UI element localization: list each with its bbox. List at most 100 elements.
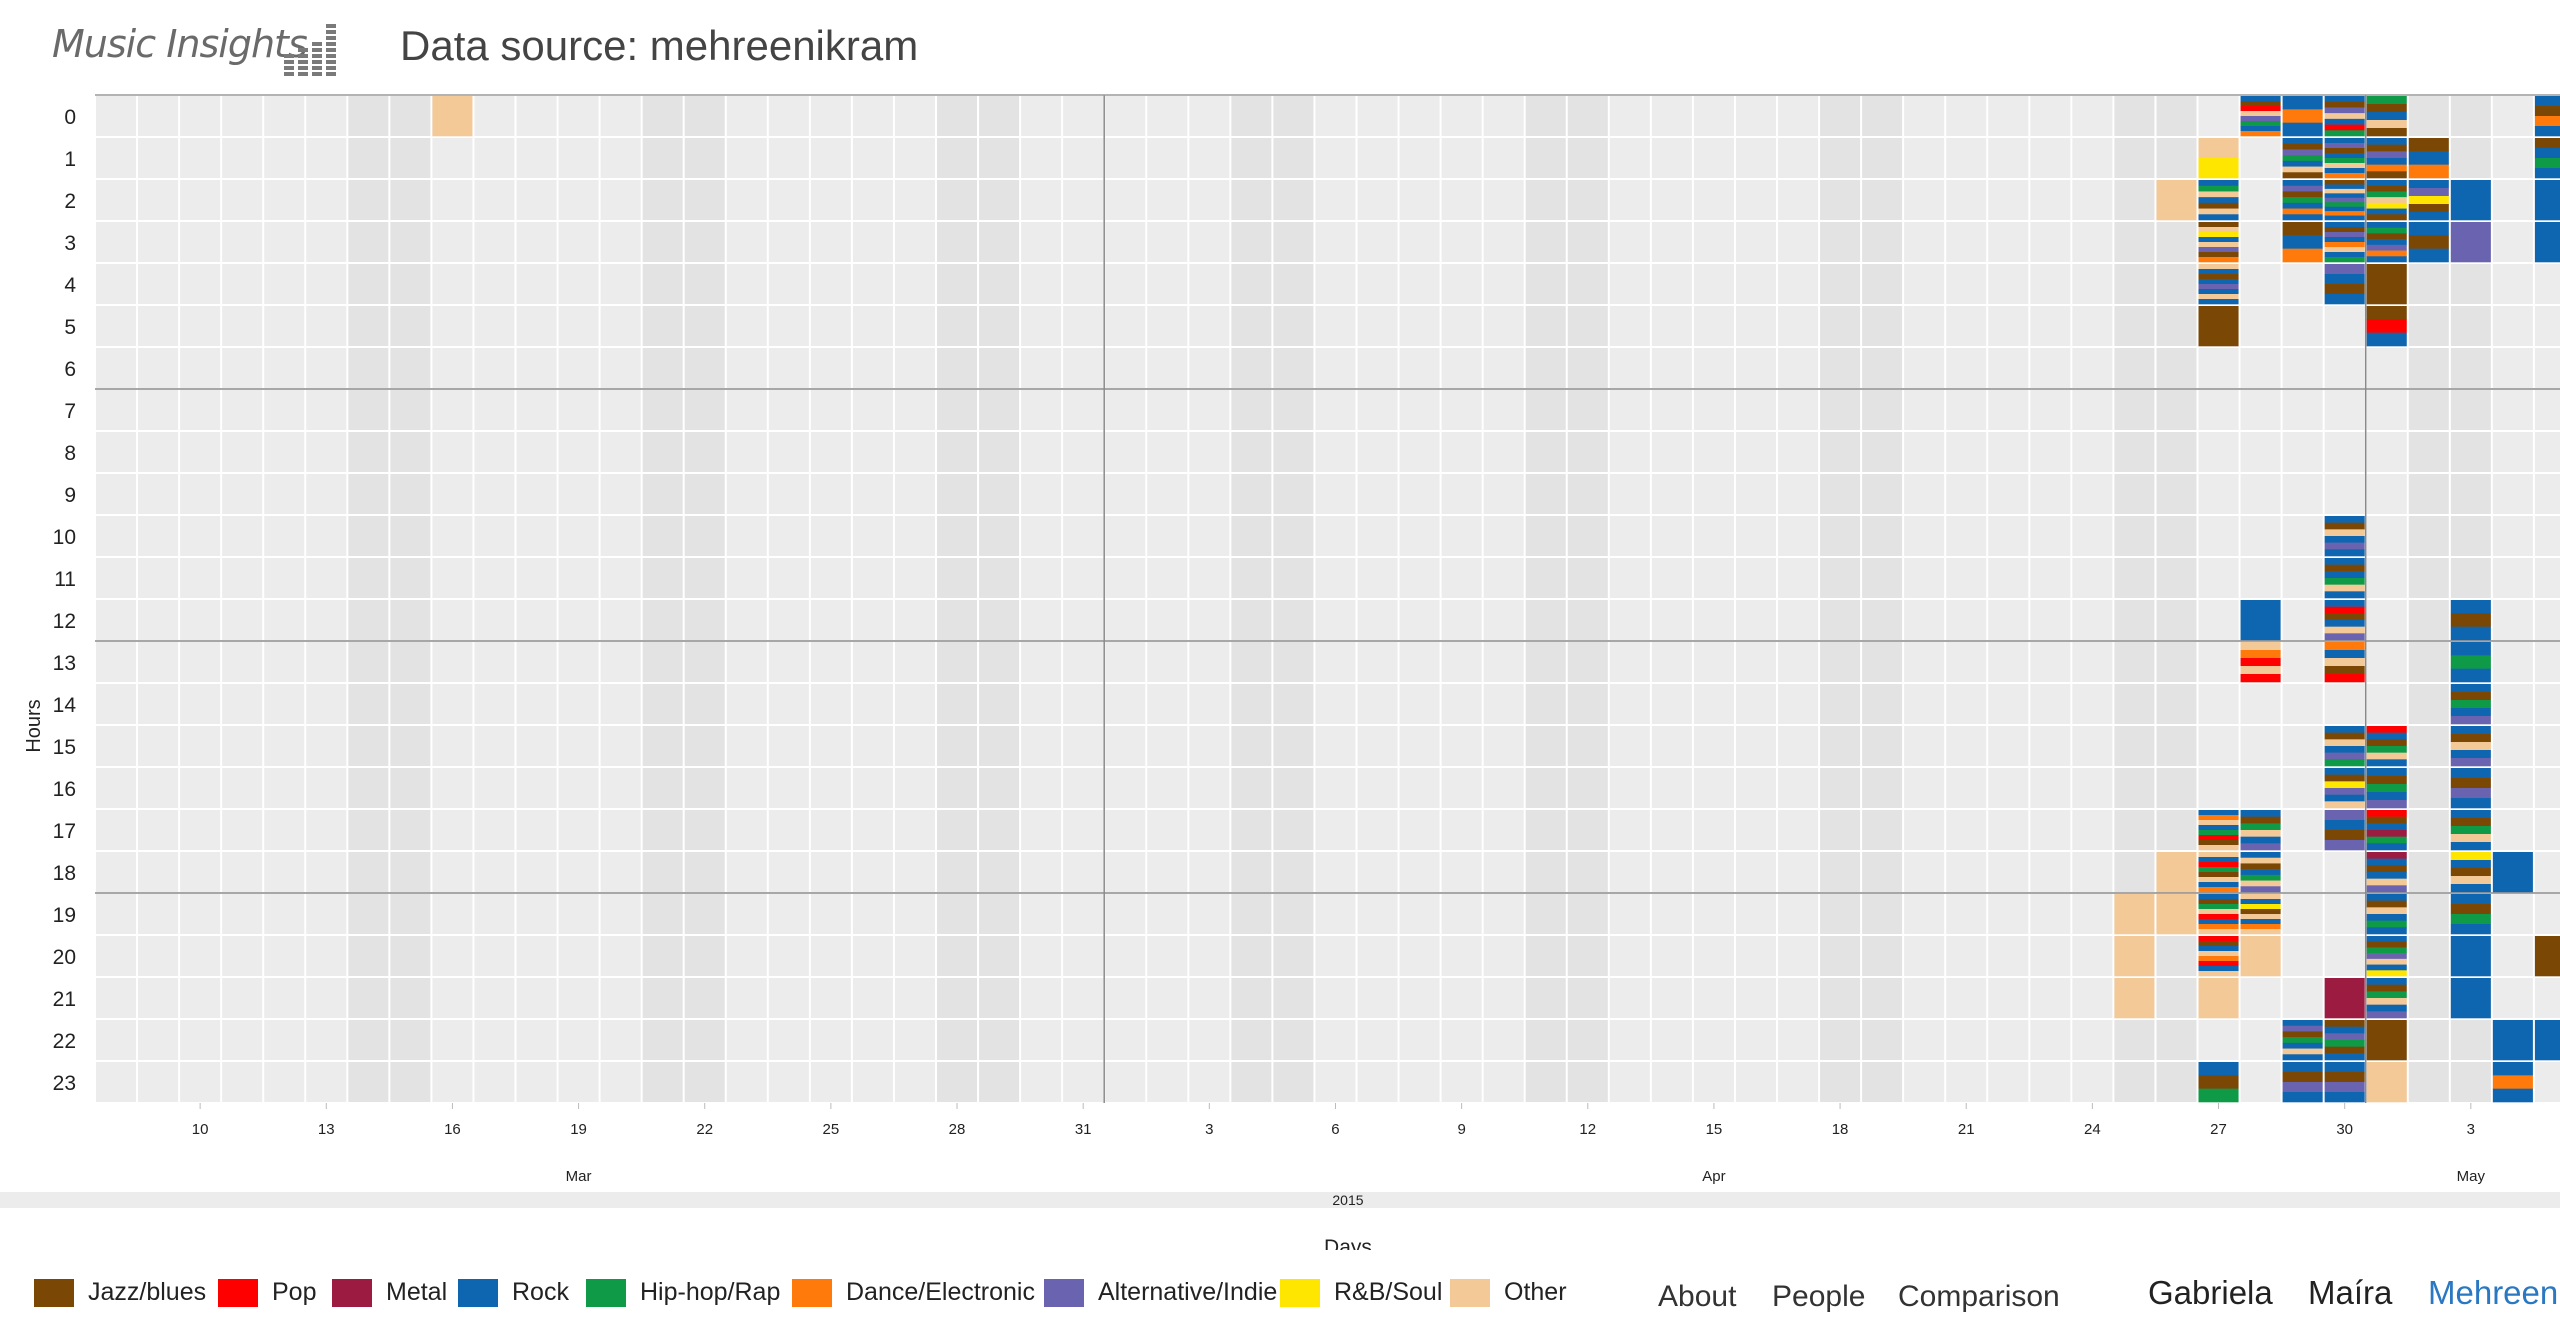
- empty-cell: [600, 768, 641, 808]
- genre-stripe: [2366, 836, 2407, 844]
- empty-cell: [1862, 138, 1903, 178]
- empty-cell: [852, 684, 893, 724]
- empty-cell: [432, 138, 473, 178]
- empty-cell: [1105, 390, 1146, 430]
- empty-cell: [1778, 726, 1819, 766]
- empty-cell: [1441, 768, 1482, 808]
- empty-cell: [1441, 96, 1482, 136]
- person-gabriela-link[interactable]: Gabriela: [2148, 1274, 2273, 1311]
- empty-cell: [768, 600, 809, 640]
- legend-label: Alternative/Indie: [1098, 1278, 1278, 1306]
- empty-cell: [2450, 1062, 2491, 1102]
- nav-about-link[interactable]: About: [1658, 1280, 1737, 1313]
- empty-cell: [810, 222, 851, 262]
- genre-stripe: [2198, 810, 2239, 816]
- empty-cell: [96, 852, 137, 892]
- empty-cell: [2492, 600, 2533, 640]
- empty-cell: [390, 264, 431, 304]
- genre-stripe: [2282, 180, 2323, 187]
- app-logo-text[interactable]: Music Insights: [52, 22, 308, 66]
- empty-cell: [2282, 264, 2323, 304]
- empty-cell: [180, 852, 221, 892]
- empty-cell: [1021, 726, 1062, 766]
- genre-stripe: [2240, 823, 2281, 831]
- empty-cell: [1189, 222, 1230, 262]
- empty-cell: [1735, 726, 1776, 766]
- empty-cell: [600, 684, 641, 724]
- y-tick-label: 14: [53, 694, 77, 717]
- empty-cell: [894, 96, 935, 136]
- nav-comparison-link[interactable]: Comparison: [1898, 1280, 2060, 1313]
- nav-people-link[interactable]: People: [1772, 1280, 1866, 1313]
- empty-cell: [390, 936, 431, 976]
- empty-cell: [1946, 264, 1987, 304]
- genre-stripe: [2366, 208, 2407, 215]
- genre-stripe: [2198, 840, 2239, 846]
- empty-cell: [1273, 936, 1314, 976]
- empty-cell: [1778, 432, 1819, 472]
- genre-stripe: [2366, 776, 2407, 785]
- empty-cell: [96, 180, 137, 220]
- empty-cell: [768, 306, 809, 346]
- empty-cell: [1946, 852, 1987, 892]
- genre-stripe: [2198, 951, 2239, 957]
- empty-cell: [1988, 432, 2029, 472]
- empty-cell: [306, 558, 347, 598]
- empty-cell: [1988, 474, 2029, 514]
- empty-cell: [979, 936, 1020, 976]
- empty-cell: [894, 642, 935, 682]
- empty-cell: [852, 600, 893, 640]
- empty-cell: [1651, 222, 1692, 262]
- empty-cell: [1231, 1020, 1272, 1060]
- empty-cell: [1820, 432, 1861, 472]
- empty-cell: [2534, 432, 2560, 472]
- genre-stripe: [2282, 208, 2323, 215]
- genre-stripe: [2366, 222, 2407, 229]
- empty-cell: [1735, 894, 1776, 934]
- empty-cell: [2366, 474, 2407, 514]
- empty-cell: [1778, 516, 1819, 556]
- empty-cell: [642, 642, 683, 682]
- empty-cell: [2366, 558, 2407, 598]
- empty-cell: [2282, 810, 2323, 850]
- empty-cell: [264, 852, 305, 892]
- empty-cell: [390, 768, 431, 808]
- empty-cell: [1441, 852, 1482, 892]
- empty-cell: [1189, 726, 1230, 766]
- empty-cell: [264, 180, 305, 220]
- empty-cell: [138, 684, 179, 724]
- genre-stripe: [2282, 166, 2323, 173]
- empty-cell: [1525, 768, 1566, 808]
- genre-stripe: [2324, 726, 2365, 733]
- empty-cell: [306, 474, 347, 514]
- empty-cell: [2114, 474, 2155, 514]
- empty-cell: [348, 936, 389, 976]
- person-maira-link[interactable]: Maíra: [2308, 1274, 2393, 1311]
- empty-cell: [558, 390, 599, 430]
- genre-stripe: [2450, 626, 2491, 641]
- genre-stripe: [2366, 191, 2407, 198]
- empty-cell: [2282, 348, 2323, 388]
- empty-cell: [1651, 474, 1692, 514]
- empty-cell: [1946, 222, 1987, 262]
- genre-stripe: [2324, 564, 2365, 572]
- empty-cell: [516, 978, 557, 1018]
- empty-cell: [1273, 768, 1314, 808]
- empty-cell: [474, 768, 515, 808]
- empty-cell: [1357, 894, 1398, 934]
- empty-cell: [222, 936, 263, 976]
- month-label: Apr: [1702, 1168, 1725, 1185]
- empty-cell: [2366, 390, 2407, 430]
- genre-stripe: [2198, 936, 2239, 942]
- empty-cell: [852, 264, 893, 304]
- empty-cell: [1231, 726, 1272, 766]
- empty-cell: [852, 96, 893, 136]
- empty-cell: [1651, 96, 1692, 136]
- empty-cell: [222, 642, 263, 682]
- empty-cell: [937, 936, 978, 976]
- empty-cell: [937, 264, 978, 304]
- person-mehreen-link[interactable]: Mehreen: [2428, 1274, 2559, 1311]
- genre-stripe: [2324, 1062, 2365, 1073]
- empty-cell: [264, 306, 305, 346]
- empty-cell: [138, 222, 179, 262]
